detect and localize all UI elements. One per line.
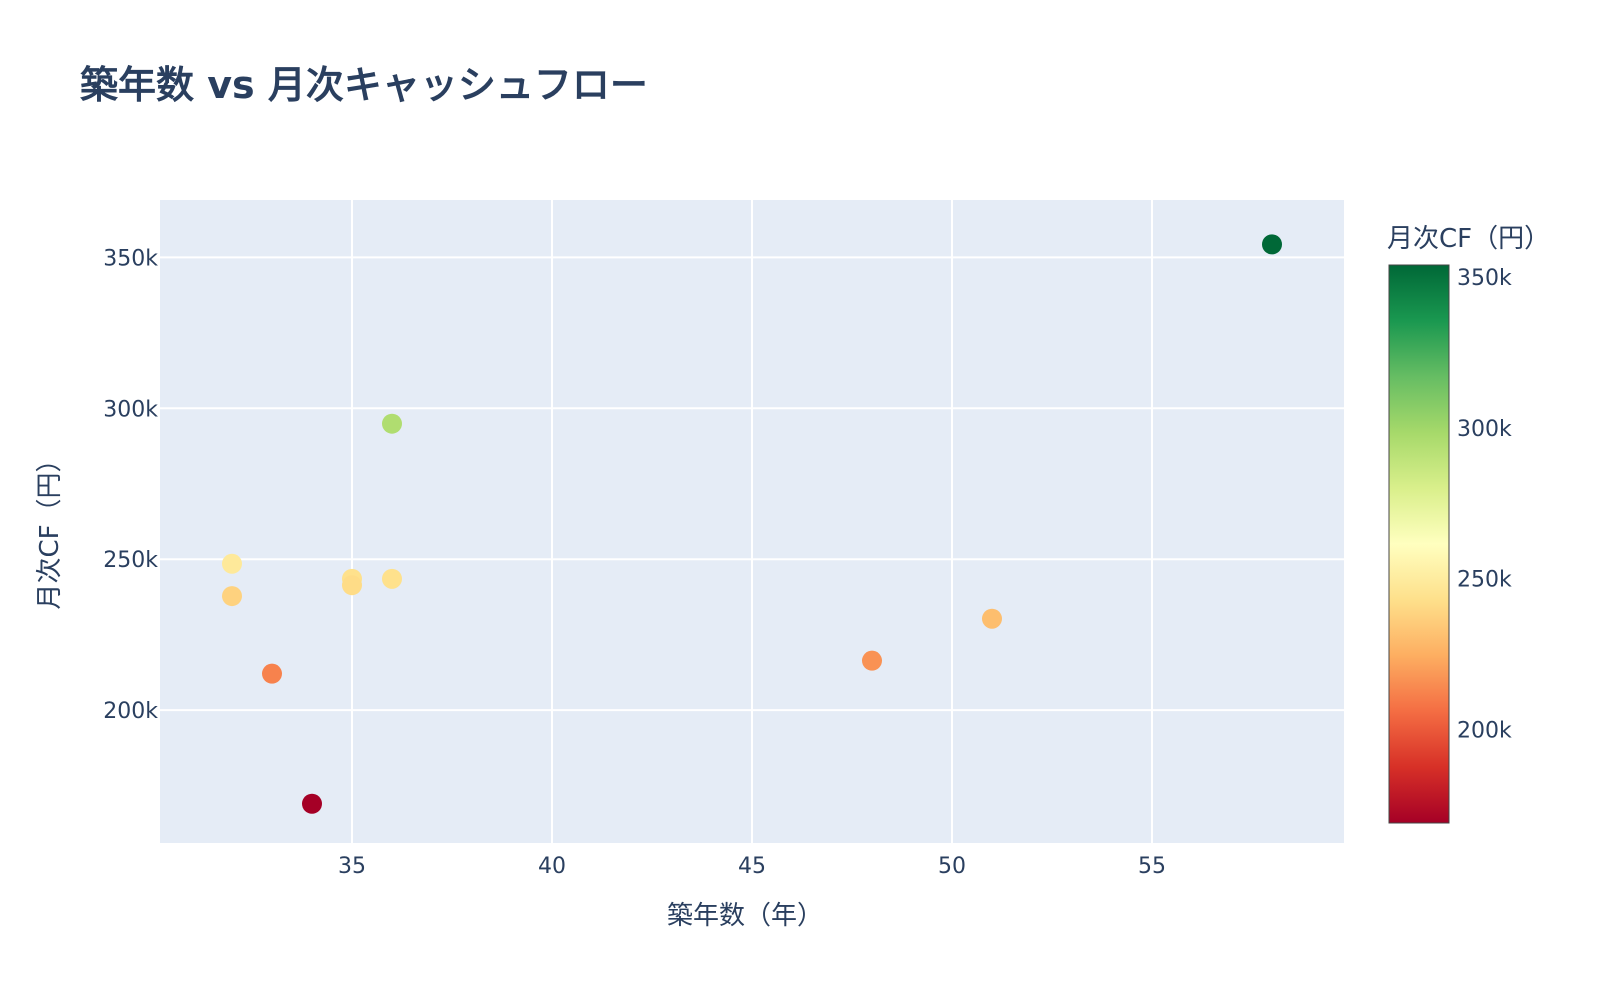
- x-axis-ticks: 35 40 45 50 55: [338, 854, 1166, 879]
- x-tick-label: 45: [738, 854, 766, 879]
- scatter-point: [222, 586, 242, 607]
- y-axis-title: 月次CF（円）: [35, 446, 65, 609]
- y-tick-label: 250k: [103, 548, 158, 573]
- scatter-point: [382, 413, 402, 434]
- y-tick-label: 350k: [103, 246, 158, 271]
- scatter-point: [262, 663, 282, 684]
- colorbar-ticks: 200k 250k 300k 350k: [1457, 266, 1512, 743]
- x-tick-label: 55: [1138, 854, 1166, 879]
- data-points: [222, 234, 1282, 814]
- x-tick-label: 35: [338, 854, 366, 879]
- scatter-point: [302, 793, 322, 814]
- colorbar-title: 月次CF（円）: [1387, 224, 1550, 254]
- y-tick-label: 200k: [103, 699, 158, 724]
- scatter-point: [1262, 234, 1282, 255]
- x-tick-label: 50: [938, 854, 966, 879]
- x-tick-label: 40: [538, 854, 566, 879]
- grid-lines: [160, 200, 1344, 843]
- x-axis-title: 築年数（年）: [667, 901, 823, 931]
- y-tick-label: 300k: [103, 397, 158, 422]
- scatter-point: [382, 568, 402, 589]
- chart-title: 築年数 vs 月次キャッシュフロー: [80, 63, 648, 107]
- y-axis-ticks: 200k 250k 300k 350k: [103, 246, 158, 724]
- colorbar-tick-label: 300k: [1457, 417, 1512, 442]
- colorbar: [1388, 264, 1450, 824]
- scatter-point: [982, 608, 1002, 629]
- scatter-point: [862, 650, 882, 671]
- scatter-point: [222, 553, 242, 574]
- colorbar-tick-label: 200k: [1457, 718, 1512, 743]
- colorbar-tick-label: 250k: [1457, 568, 1512, 593]
- scatter-point: [342, 575, 362, 596]
- colorbar-tick-label: 350k: [1457, 266, 1512, 291]
